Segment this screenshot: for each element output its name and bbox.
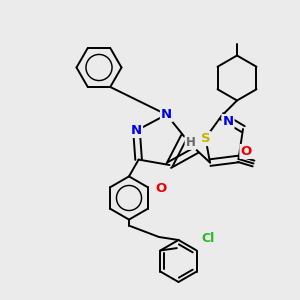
Text: O: O xyxy=(155,182,166,196)
Text: O: O xyxy=(240,145,252,158)
Text: N: N xyxy=(131,124,142,137)
Text: S: S xyxy=(201,132,210,145)
Text: H: H xyxy=(186,136,195,149)
Text: Cl: Cl xyxy=(202,232,215,245)
Text: N: N xyxy=(222,115,234,128)
Text: N: N xyxy=(161,108,172,121)
